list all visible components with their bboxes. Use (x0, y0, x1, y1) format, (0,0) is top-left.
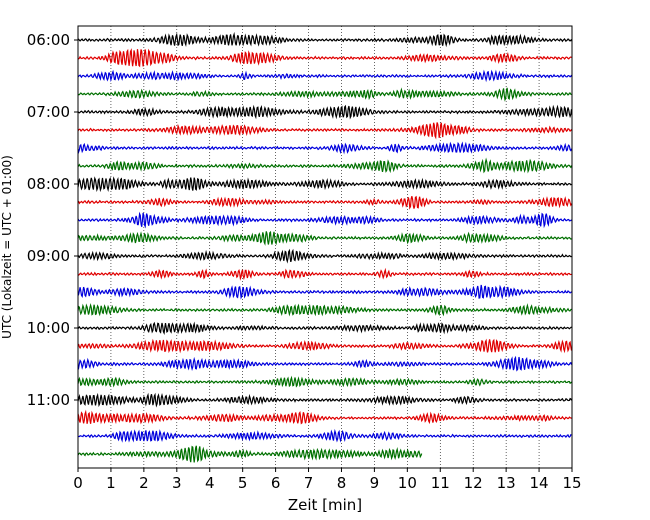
seismic-trace (77, 31, 573, 48)
seismic-trace (77, 284, 572, 300)
seismic-trace (77, 248, 572, 264)
seismic-trace (77, 445, 423, 463)
seismic-trace (77, 87, 572, 102)
seismic-trace (77, 104, 573, 120)
seismic-trace (77, 69, 573, 83)
seismic-trace (77, 267, 572, 281)
y-tick-label: 11:00 (27, 391, 70, 409)
y-tick-label: 09:00 (27, 247, 70, 265)
x-tick-label: 1 (106, 474, 116, 492)
x-tick-label: 9 (370, 474, 380, 492)
seismic-trace (77, 321, 572, 335)
x-tick-label: 4 (205, 474, 215, 492)
seismic-trace (77, 48, 572, 68)
seismic-trace (77, 211, 572, 229)
plot-frame (77, 25, 573, 469)
y-tick-label: 07:00 (27, 103, 70, 121)
x-axis-label: Zeit [min] (288, 496, 362, 514)
seismic-trace (77, 230, 572, 246)
seismic-traces (77, 31, 573, 463)
y-tick-label: 10:00 (27, 319, 70, 337)
x-tick-label: 5 (238, 474, 248, 492)
x-tick-label: 0 (73, 474, 83, 492)
x-tick-label: 7 (304, 474, 314, 492)
x-axis-ticks: 0 1 2 3 4 5 6 7 8 9 10 11 12 13 14 15 (73, 468, 582, 492)
seismic-trace (77, 375, 572, 388)
y-tick-label: 08:00 (27, 175, 70, 193)
seismic-trace (77, 195, 573, 210)
seismic-trace (77, 122, 573, 140)
x-tick-label: 8 (337, 474, 347, 492)
x-tick-label: 11 (431, 474, 450, 492)
y-axis-ticks: 06:00 07:00 08:00 09:00 10:00 11:00 (27, 31, 78, 409)
x-tick-label: 2 (139, 474, 149, 492)
seismic-trace (77, 303, 572, 317)
seismic-trace (77, 157, 573, 174)
x-tick-label: 3 (172, 474, 182, 492)
seismic-trace (77, 141, 573, 155)
x-tick-label: 15 (562, 474, 581, 492)
seismic-trace (77, 355, 573, 372)
x-tick-label: 10 (398, 474, 417, 492)
x-tick-label: 12 (464, 474, 483, 492)
seismic-trace (77, 409, 572, 425)
seismic-trace (78, 338, 573, 354)
seismic-trace (77, 176, 572, 193)
seismic-trace (77, 428, 572, 443)
x-tick-label: 13 (497, 474, 516, 492)
y-axis-label: UTC (Lokalzeit = UTC + 01:00) (0, 155, 14, 339)
seismic-trace (77, 392, 573, 408)
y-tick-label: 06:00 (27, 31, 70, 49)
x-tick-label: 6 (271, 474, 281, 492)
x-tick-label: 14 (530, 474, 549, 492)
